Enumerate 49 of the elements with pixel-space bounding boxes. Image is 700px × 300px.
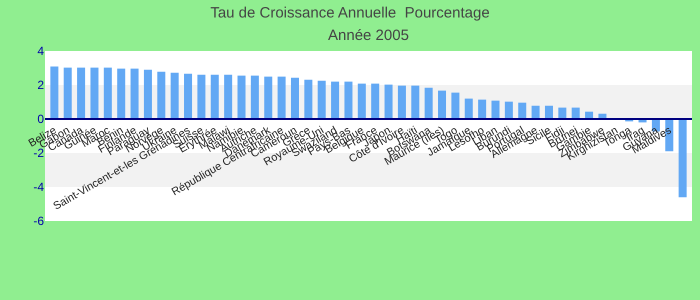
y-tick-label: 4 <box>37 44 44 58</box>
bar <box>451 92 460 119</box>
bar <box>398 86 406 119</box>
bar <box>197 74 206 119</box>
bar <box>464 98 473 119</box>
bar <box>50 66 58 119</box>
bar <box>384 84 393 119</box>
bar <box>104 68 112 119</box>
bar <box>117 68 126 119</box>
bar <box>130 68 139 119</box>
bar <box>238 76 246 119</box>
y-tick-label: -6 <box>33 214 44 228</box>
bar <box>544 106 553 119</box>
bar <box>210 74 219 119</box>
bar <box>224 74 232 119</box>
bar <box>290 78 299 119</box>
bar <box>438 90 446 119</box>
bar <box>64 68 72 119</box>
bar <box>491 100 500 119</box>
bar <box>250 76 259 119</box>
bar <box>278 76 286 119</box>
bar <box>264 76 272 119</box>
bar <box>144 70 152 119</box>
bar <box>304 80 312 119</box>
bar <box>572 108 580 119</box>
bar <box>504 102 513 119</box>
chart-title: Tau de Croissance Annuelle Pourcentage <box>210 4 490 22</box>
bar <box>478 100 486 119</box>
bar <box>184 74 192 119</box>
chart-subtitle: Année 2005 <box>328 27 409 44</box>
bar <box>90 68 98 119</box>
bar <box>558 108 566 119</box>
bar <box>532 106 540 119</box>
y-tick-label: -4 <box>33 180 44 194</box>
bar <box>678 119 687 198</box>
y-tick-label: 2 <box>37 78 44 92</box>
bar <box>318 80 326 119</box>
bar <box>411 86 420 119</box>
bar <box>358 84 366 119</box>
bar <box>344 82 352 119</box>
bar <box>77 68 86 119</box>
bar <box>518 102 526 119</box>
bar <box>157 72 166 119</box>
bar <box>371 84 380 119</box>
bar <box>424 88 433 119</box>
bar <box>331 82 340 119</box>
bar <box>170 72 179 119</box>
y-tick-label: 0 <box>37 112 44 126</box>
y-tick-label: -2 <box>33 146 44 160</box>
